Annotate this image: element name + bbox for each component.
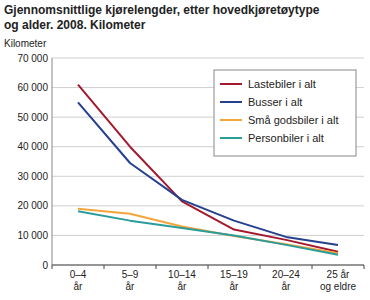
y-axis <box>52 58 53 265</box>
y-tick-label: 0 <box>42 260 48 271</box>
legend: Lastebiler i alt Busser i alt Små godsbile… <box>214 70 356 156</box>
grid-line <box>52 58 364 59</box>
legend-swatch <box>220 119 242 121</box>
y-tick-label: 20 000 <box>17 200 48 211</box>
x-tick-label: 10–14år <box>168 269 196 292</box>
x-tick <box>52 265 53 269</box>
y-axis-label: Kilometer <box>4 38 47 49</box>
legend-swatch <box>220 137 242 139</box>
x-tick-label: 20–24år <box>272 269 300 292</box>
x-tick-label: 0–4år <box>70 269 87 292</box>
title-line: Gjennomsnittlige kjørelengder, etter hov… <box>4 3 320 17</box>
x-tick-label: 15–19år <box>220 269 248 292</box>
x-tick <box>104 265 105 269</box>
x-tick <box>156 265 157 269</box>
y-tick-label: 60 000 <box>17 82 48 93</box>
x-tick <box>208 265 209 269</box>
series-line <box>78 211 338 254</box>
legend-swatch <box>220 83 242 85</box>
y-tick-label: 50 000 <box>17 112 48 123</box>
title: Gjennomsnittlige kjørelengder, etter hov… <box>4 3 320 32</box>
x-tick-label-line: år <box>126 281 136 292</box>
x-tick-label-line: år <box>282 281 292 292</box>
x-tick-label-line: år <box>230 281 240 292</box>
chart: Gjennomsnittlige kjørelengder, etter hov… <box>0 0 370 300</box>
x-tick-label-line: 10–14 <box>168 269 196 280</box>
grid-line <box>52 176 364 177</box>
x-tick-label-line: og eldre <box>320 281 357 292</box>
x-tick-label-line: 20–24 <box>272 269 300 280</box>
x-tick-label: 25 årog eldre <box>320 269 357 292</box>
x-tick <box>364 265 365 269</box>
legend-label: Personbiler i alt <box>248 132 324 144</box>
legend-box <box>214 70 356 156</box>
x-tick-label-line: 15–19 <box>220 269 248 280</box>
x-tick-label-line: år <box>74 281 84 292</box>
x-tick-label-line: år <box>178 281 188 292</box>
x-tick-label-line: 25 år <box>327 269 350 280</box>
grid-line <box>52 205 364 206</box>
legend-label: Lastebiler i alt <box>248 78 316 90</box>
legend-label: Busser i alt <box>248 96 302 108</box>
x-tick-label-line: 0–4 <box>70 269 87 280</box>
legend-swatch <box>220 101 242 103</box>
y-tick-label: 30 000 <box>17 171 48 182</box>
grid-line <box>52 235 364 236</box>
legend-label: Små godsbiler i alt <box>248 114 339 126</box>
x-tick-label: 5–9år <box>122 269 139 292</box>
series-line <box>78 102 338 245</box>
y-tick-label: 70 000 <box>17 53 48 64</box>
x-tick-label-line: 5–9 <box>122 269 139 280</box>
title-line: og alder. 2008. Kilometer <box>4 18 146 32</box>
x-tick <box>312 265 313 269</box>
y-tick-label: 40 000 <box>17 141 48 152</box>
y-tick-label: 10 000 <box>17 230 48 241</box>
x-tick <box>260 265 261 269</box>
